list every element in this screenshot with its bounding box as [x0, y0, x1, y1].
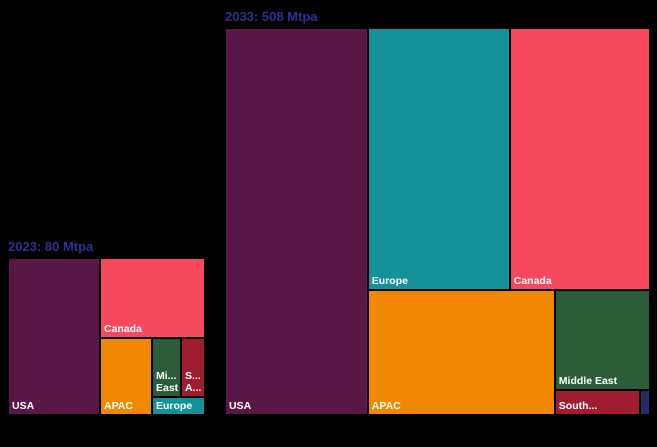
treemap-cell-mi-east[interactable]: Mi... East — [152, 338, 181, 398]
treemap-cell-usa[interactable]: USA — [8, 258, 100, 415]
treemap-cell-south[interactable]: South... — [554, 389, 640, 415]
treemap-cell-label: South... — [558, 399, 598, 412]
treemap-cell-usa[interactable]: USA — [225, 28, 368, 415]
treemap-cell-europe[interactable]: Europe — [152, 397, 205, 415]
treemap-cell-label: Middle East — [558, 374, 618, 387]
treemap-cell-label: USA — [12, 399, 35, 412]
treemap-2033: 2033: 508 Mtpa USA Europe Canada APAC Middle… — [225, 9, 650, 415]
treemap-cell-label: Canada — [103, 323, 142, 335]
treemap-2033-title: 2033: 508 Mtpa — [225, 8, 318, 24]
treemap-cell-unlabeled[interactable] — [639, 389, 650, 415]
treemap-cell-label: Europe — [156, 399, 193, 412]
treemap-cell-label: APAC — [371, 399, 401, 412]
treemap-cell-label: Mi... East — [156, 369, 179, 395]
treemap-2023: 2023: 80 Mtpa USA Canada APAC Mi... East S..… — [8, 239, 205, 415]
treemap-2023-title: 2023: 80 Mtpa — [8, 238, 94, 254]
treemap-cell-label: USA — [229, 399, 252, 412]
treemap-cell-europe[interactable]: Europe — [367, 28, 510, 290]
treemap-cell-canada[interactable]: Canada — [99, 258, 205, 339]
treemap-cell-label: Europe — [371, 274, 408, 287]
treemap-cell-apac[interactable]: APAC — [367, 289, 555, 415]
treemap-cell-label: APAC — [103, 399, 133, 412]
treemap-cell-s-a[interactable]: S... A... — [180, 338, 205, 398]
treemap-cell-canada[interactable]: Canada — [509, 28, 650, 290]
treemap-cell-label: Canada — [513, 274, 552, 287]
treemap-cell-middle-east[interactable]: Middle East — [554, 289, 650, 390]
treemap-cell-apac[interactable]: APAC — [99, 338, 152, 415]
treemap-cell-label: S... A... — [184, 369, 202, 395]
